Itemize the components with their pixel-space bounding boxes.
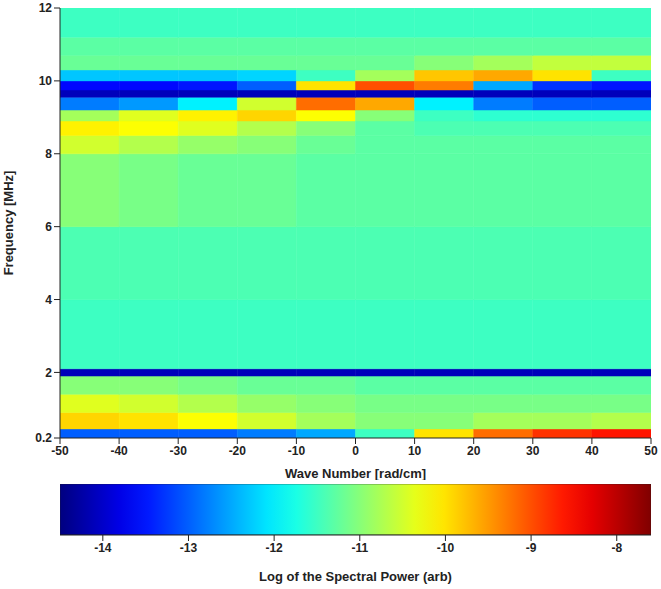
svg-text:-10: -10 [437, 541, 455, 555]
svg-text:-12: -12 [265, 541, 283, 555]
svg-text:8: 8 [45, 147, 52, 161]
svg-text:30: 30 [526, 444, 540, 458]
svg-text:-40: -40 [110, 444, 128, 458]
svg-text:Log of the Spectral Power (arb: Log of the Spectral Power (arb) [259, 569, 452, 584]
svg-text:-20: -20 [229, 444, 247, 458]
svg-text:-50: -50 [51, 444, 69, 458]
svg-text:-10: -10 [288, 444, 306, 458]
svg-text:4: 4 [45, 293, 52, 307]
svg-text:10: 10 [39, 74, 53, 88]
svg-text:-30: -30 [170, 444, 188, 458]
svg-text:-8: -8 [611, 541, 622, 555]
svg-text:-11: -11 [351, 541, 368, 555]
svg-text:Frequency [MHz]: Frequency [MHz] [1, 171, 16, 276]
svg-text:-9: -9 [526, 541, 537, 555]
svg-text:-14: -14 [94, 541, 112, 555]
svg-text:-13: -13 [180, 541, 198, 555]
svg-text:2: 2 [45, 366, 52, 380]
svg-text:10: 10 [408, 444, 422, 458]
svg-text:20: 20 [467, 444, 481, 458]
svg-text:50: 50 [644, 444, 658, 458]
svg-text:12: 12 [39, 1, 53, 15]
svg-text:0.2: 0.2 [35, 431, 52, 445]
svg-text:40: 40 [585, 444, 599, 458]
svg-text:6: 6 [45, 220, 52, 234]
svg-text:Wave Number [rad/cm]: Wave Number [rad/cm] [285, 466, 426, 480]
svg-text:0: 0 [352, 444, 359, 458]
